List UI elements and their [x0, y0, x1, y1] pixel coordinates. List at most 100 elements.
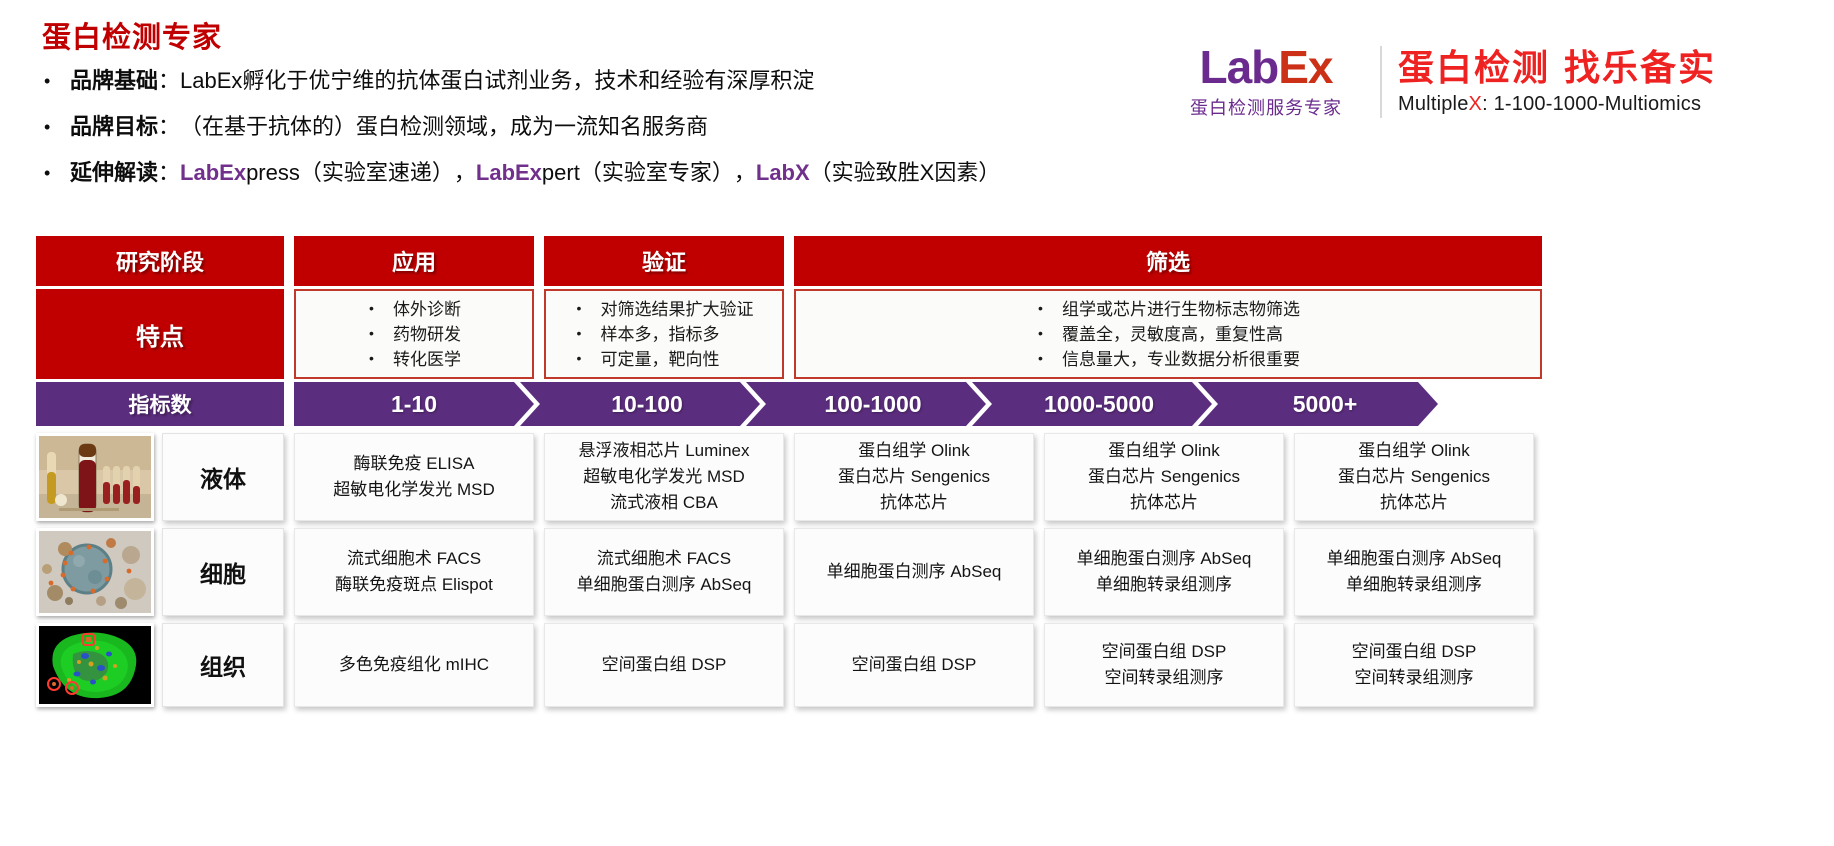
- matrix-index-row: 指标数 1-10 10-100 100-1000 1000-5000 5000+: [36, 382, 1800, 426]
- table-row: 组织 多色免疫组化 mIHC 空间蛋白组 DSP 空间蛋白组 DSP: [36, 623, 1800, 707]
- brand-separator-1: ，: [453, 160, 476, 185]
- cell-line: 空间转录组测序: [1354, 668, 1474, 687]
- bullet-dot-icon: •: [44, 71, 51, 91]
- cell-line: 流式细胞术 FACS: [596, 549, 732, 568]
- feature-item: 覆盖全，灵敏度高，重复性高: [1036, 321, 1300, 347]
- cell-line: 蛋白组学 Olink: [1108, 441, 1220, 460]
- labexpress-suffix: press: [246, 160, 300, 185]
- matrix-cell: 空间蛋白组 DSP 空间转录组测序: [1044, 623, 1284, 707]
- cell-line: 蛋白组学 Olink: [858, 441, 970, 460]
- labex-ex-text: Ex: [1278, 41, 1333, 93]
- bullet-text: LabEx孵化于优宁维的抗体蛋白试剂业务，技术和经验有深厚积淀: [180, 68, 815, 93]
- intro-bullet-list: • 品牌基础 ： LabEx孵化于优宁维的抗体蛋白试剂业务，技术和经验有深厚积淀…: [44, 66, 1164, 204]
- feature-list-validation: 对筛选结果扩大验证 样本多，指标多 可定量，靶向性: [575, 296, 754, 372]
- feature-item: 信息量大，专业数据分析很重要: [1036, 346, 1300, 372]
- matrix-cell: 空间蛋白组 DSP: [544, 623, 784, 707]
- cell-line: 单细胞转录组测序: [1095, 575, 1232, 594]
- labexpert-suffix: pert: [541, 160, 580, 185]
- row-category-label: 细胞: [162, 528, 284, 616]
- feature-item: 可定量，靶向性: [575, 346, 754, 372]
- header-application: 应用: [294, 236, 534, 286]
- cell-line: 蛋白芯片 Sengenics: [837, 467, 991, 486]
- matrix-cell: 流式细胞术 FACS 单细胞蛋白测序 AbSeq: [544, 528, 784, 616]
- matrix-cell: 单细胞蛋白测序 AbSeq 单细胞转录组测序: [1044, 528, 1284, 616]
- bullet-label: 品牌基础: [70, 68, 159, 93]
- cell-line: 抗体芯片: [880, 493, 948, 512]
- cell-line: 空间转录组测序: [1104, 668, 1224, 687]
- cell-line: 抗体芯片: [1130, 493, 1198, 512]
- labx-gloss: （实验致胜X因素）: [809, 160, 1001, 185]
- brand-labexpress: LabExpress（实验室速递）: [180, 158, 454, 188]
- capability-matrix: 研究阶段 应用 验证 筛选 特点 体外诊断 药物研发 转化医学 对筛选结果: [36, 236, 1800, 707]
- cell-line: 超敏电化学发光 MSD: [583, 467, 745, 486]
- index-chevron-10-100: 10-100: [520, 382, 760, 426]
- brand-labx: LabX（实验致胜X因素）: [756, 158, 1000, 188]
- index-chevron-100-1000: 100-1000: [746, 382, 986, 426]
- labexpress-gloss: （实验室速递）: [299, 160, 454, 185]
- cell-line: 蛋白芯片 Sengenics: [1087, 467, 1241, 486]
- multiplex-x: X: [1468, 93, 1483, 115]
- brand-tagline-block: 蛋白检测 找乐备实 MultipleX: 1-100-1000-Multiomic…: [1398, 48, 1716, 116]
- bullet-label: 延伸解读: [70, 160, 159, 185]
- cell-microscopy-photo: [36, 528, 154, 616]
- bullet-colon: ：: [158, 114, 181, 139]
- brand-separator-2: ，: [733, 160, 756, 185]
- cell-line: 单细胞蛋白测序 AbSeq: [1076, 549, 1252, 568]
- feature-box-application: 体外诊断 药物研发 转化医学: [294, 289, 534, 379]
- labex-wordmark: LabEx: [1168, 44, 1364, 90]
- tissue-fluorescence-photo: [36, 623, 154, 707]
- page-title: 蛋白检测专家: [42, 22, 223, 54]
- row-category-label: 组织: [162, 623, 284, 707]
- table-row: 细胞 流式细胞术 FACS 酶联免疫斑点 Elispot 流式细胞术 FACS …: [36, 528, 1800, 616]
- bullet-item-brand-goal: • 品牌目标 ： （在基于抗体的）蛋白检测领域，成为一流知名服务商: [44, 112, 1164, 142]
- index-chevron-1000-5000: 1000-5000: [972, 382, 1212, 426]
- logo-divider: [1380, 46, 1382, 118]
- matrix-cell: 空间蛋白组 DSP: [794, 623, 1034, 707]
- cell-line: 悬浮液相芯片 Luminex: [578, 441, 750, 460]
- header-validation: 验证: [544, 236, 784, 286]
- feature-box-validation: 对筛选结果扩大验证 样本多，指标多 可定量，靶向性: [544, 289, 784, 379]
- cell-line: 空间蛋白组 DSP: [851, 655, 977, 674]
- feature-item: 组学或芯片进行生物标志物筛选: [1036, 296, 1300, 322]
- blood-sample-tubes-photo: [36, 433, 154, 521]
- cell-line: 蛋白芯片 Sengenics: [1337, 467, 1491, 486]
- matrix-header-row: 研究阶段 应用 验证 筛选: [36, 236, 1800, 286]
- brand-tagline: 蛋白检测 找乐备实: [1398, 48, 1716, 88]
- feature-box-screening: 组学或芯片进行生物标志物筛选 覆盖全，灵敏度高，重复性高 信息量大，专业数据分析…: [794, 289, 1542, 379]
- brand-logo-block: LabEx 蛋白检测服务专家 蛋白检测 找乐备实 MultipleX: 1-100…: [1168, 40, 1716, 124]
- bullet-text: （在基于抗体的）蛋白检测领域，成为一流知名服务商: [180, 114, 709, 139]
- bullet-colon: ：: [158, 160, 181, 185]
- matrix-cell: 空间蛋白组 DSP 空间转录组测序: [1294, 623, 1534, 707]
- brand-labexpert: LabExpert（实验室专家）: [476, 158, 734, 188]
- bullet-dot-icon: •: [44, 117, 51, 137]
- matrix-cell: 蛋白组学 Olink 蛋白芯片 Sengenics 抗体芯片: [1294, 433, 1534, 521]
- cell-line: 空间蛋白组 DSP: [601, 655, 727, 674]
- cell-line: 流式细胞术 FACS: [346, 549, 482, 568]
- cell-line: 蛋白组学 Olink: [1358, 441, 1470, 460]
- matrix-cell: 单细胞蛋白测序 AbSeq: [794, 528, 1034, 616]
- cell-line: 超敏电化学发光 MSD: [333, 480, 495, 499]
- bullet-item-brand-basis: • 品牌基础 ： LabEx孵化于优宁维的抗体蛋白试剂业务，技术和经验有深厚积淀: [44, 66, 1164, 96]
- tagline-part-1: 蛋白检测: [1398, 47, 1551, 88]
- header-research-stage: 研究阶段: [36, 236, 284, 286]
- thumb-svg-tissue: [39, 626, 151, 704]
- labexpert-gloss: （实验室专家）: [579, 160, 734, 185]
- labex-prefix-2: LabEx: [475, 160, 542, 185]
- thumb-svg-cell: [39, 531, 151, 613]
- cell-line: 单细胞蛋白测序 AbSeq: [576, 575, 752, 594]
- index-row-label: 指标数: [36, 382, 284, 426]
- feature-list-application: 体外诊断 药物研发 转化医学: [367, 296, 461, 372]
- labx-word: LabX: [755, 160, 810, 185]
- cell-line: 单细胞蛋白测序 AbSeq: [1326, 549, 1502, 568]
- matrix-cell: 流式细胞术 FACS 酶联免疫斑点 Elispot: [294, 528, 534, 616]
- multiplex-suffix: : 1-100-1000-Multiomics: [1482, 93, 1702, 115]
- matrix-feature-row: 特点 体外诊断 药物研发 转化医学 对筛选结果扩大验证 样本多，指标多 可定量，…: [36, 289, 1800, 379]
- bullet-dot-icon: •: [44, 163, 51, 183]
- bullet-item-extended-reading: • 延伸解读 ： LabExpress（实验室速递） ， LabExpert（实…: [44, 158, 1164, 188]
- feature-item: 药物研发: [367, 321, 461, 347]
- labex-lab-text: Lab: [1199, 41, 1279, 93]
- tagline-part-2: 找乐备实: [1564, 47, 1717, 88]
- matrix-cell: 蛋白组学 Olink 蛋白芯片 Sengenics 抗体芯片: [1044, 433, 1284, 521]
- feature-item: 体外诊断: [367, 296, 461, 322]
